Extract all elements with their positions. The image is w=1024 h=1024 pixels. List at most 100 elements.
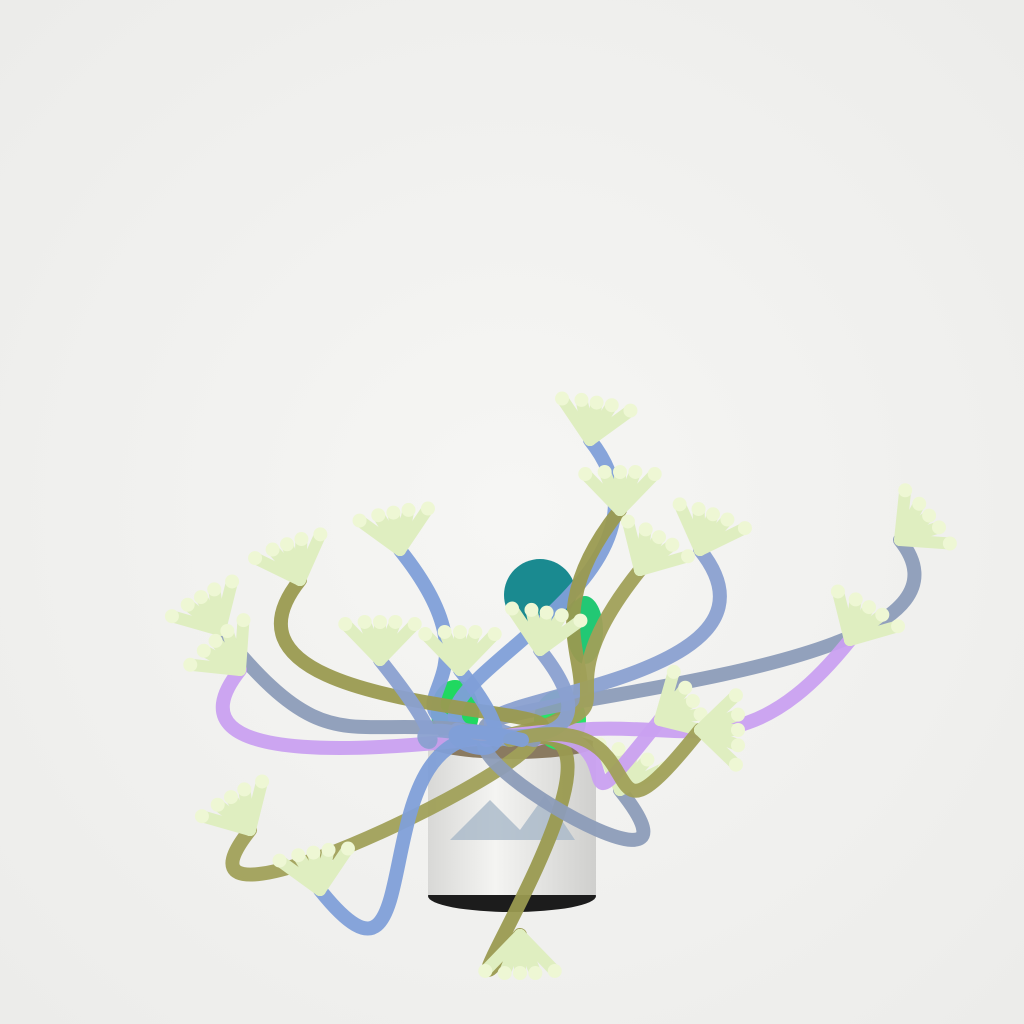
leaf-tip (208, 633, 223, 648)
leaf-tip (373, 615, 387, 629)
leaf-tip (313, 527, 328, 542)
leaf-tip (731, 707, 746, 722)
leaf-tip (640, 752, 655, 767)
leaf (454, 628, 501, 676)
leaf-tip (731, 723, 745, 737)
leaf-tip (265, 542, 280, 557)
leaf-tip (554, 608, 569, 623)
leaf (294, 528, 327, 586)
leaf-tip (420, 501, 435, 516)
leaf (244, 775, 269, 836)
leaf-tip (628, 464, 643, 479)
leaf-tip (210, 797, 225, 812)
leaf-tip (547, 963, 562, 978)
leaf-tip (597, 464, 612, 479)
leaf-tip (291, 848, 306, 863)
leaf-tip (453, 625, 467, 639)
leaf-tip (652, 530, 666, 545)
leaf-tip (875, 607, 890, 622)
leaf-tip (183, 657, 198, 672)
leaf-tip (611, 742, 626, 757)
leaf-tip (294, 532, 309, 547)
leaf-tip (666, 664, 681, 679)
leaf-tip (255, 774, 270, 789)
leaf-tip (478, 963, 493, 978)
leaf-tip (196, 643, 211, 658)
leaf-tip (720, 512, 735, 527)
leaf-tip (574, 392, 589, 407)
leaf-tip (681, 549, 696, 564)
leaf-tip (942, 536, 957, 551)
leaf-tip (528, 966, 543, 981)
leaf-tip (731, 738, 746, 753)
leaf-tip (922, 508, 937, 523)
leaf-tip (728, 757, 743, 772)
leaf-tip (848, 592, 863, 607)
leaf-tip (638, 522, 653, 537)
leaf-tip (505, 601, 520, 616)
leaf-tip (891, 619, 906, 634)
leaf-tip (524, 602, 539, 617)
stem (448, 663, 529, 755)
leaf-tip (830, 584, 845, 599)
leaf-tip (898, 483, 913, 498)
leaf-tip (555, 391, 570, 406)
leaf-tip (705, 507, 720, 522)
leaf-tip (418, 627, 433, 642)
leaf-tip (248, 551, 263, 566)
leaf-tip (280, 537, 295, 552)
leaf (584, 404, 637, 446)
leaf-tip (513, 966, 527, 980)
leaf-tip (207, 582, 222, 597)
leaf-tip (539, 605, 554, 620)
leaf-tip (437, 624, 452, 639)
leaf-tip (487, 627, 502, 642)
leaf-tip (672, 497, 687, 512)
stem (503, 723, 707, 798)
leaf-tip (623, 403, 638, 418)
leaf (374, 618, 421, 666)
stem (373, 653, 493, 749)
leaf-tip (357, 614, 372, 629)
leaf-tip (180, 597, 195, 612)
leaf-tip (352, 513, 367, 528)
leaf-tip (613, 465, 627, 479)
leaf-tip (306, 845, 321, 860)
leaf-tip (272, 853, 287, 868)
leaf-tip (386, 505, 401, 520)
leaf (214, 575, 239, 636)
leaf-tip (407, 617, 422, 632)
leaf-tip (164, 609, 179, 624)
leaf (634, 550, 695, 576)
leaf-tip (371, 508, 386, 523)
leaf-tip (497, 966, 512, 981)
leaf-tip (236, 613, 251, 628)
leaf-tip (665, 537, 680, 552)
leaf-tip (224, 790, 238, 805)
leaf (534, 614, 587, 656)
leaf-tip (728, 688, 743, 703)
leaf-tip (340, 841, 355, 856)
leaf-tip (578, 467, 593, 482)
leaf-tip (194, 809, 209, 824)
leaf-tip (220, 624, 235, 639)
leaf-tip (401, 502, 416, 517)
leaf (694, 724, 742, 771)
leaf-tip (573, 613, 588, 628)
leaf-tip (912, 496, 927, 511)
leaf-tip (388, 614, 403, 629)
leaf-tip (237, 782, 252, 797)
leaf (479, 929, 526, 977)
leaf (614, 468, 661, 516)
leaf (844, 620, 905, 646)
leaf (694, 522, 751, 556)
leaf-tip (620, 514, 635, 529)
leaf (894, 534, 956, 550)
leaf-tip (931, 520, 946, 535)
leaf-tip (678, 680, 693, 695)
leaf-tip (225, 574, 240, 589)
plant (164, 391, 957, 981)
leaf (314, 842, 354, 896)
